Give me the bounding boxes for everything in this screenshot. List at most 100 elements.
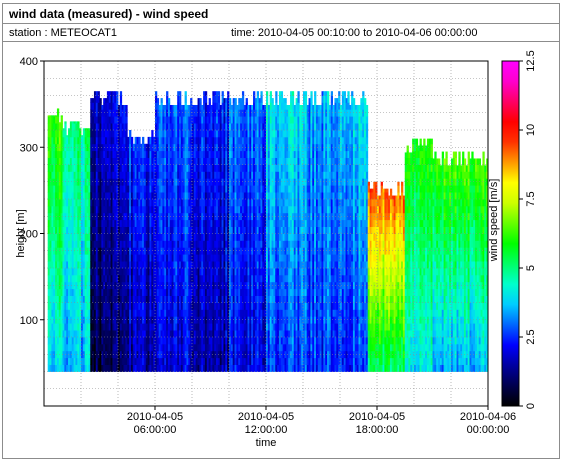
- heatmap-cell: [84, 226, 87, 234]
- heatmap-cell: [230, 357, 234, 365]
- heatmap-cell: [97, 171, 100, 179]
- heatmap-cell: [108, 364, 111, 372]
- heatmap-cell: [167, 164, 171, 172]
- heatmap-cell: [269, 350, 272, 359]
- heatmap-cell: [68, 350, 71, 359]
- heatmap-cell: [86, 323, 89, 331]
- heatmap-cell: [177, 274, 180, 283]
- heatmap-cell: [199, 274, 202, 283]
- heatmap-cell: [210, 178, 213, 186]
- heatmap-cell: [217, 226, 221, 234]
- heatmap-cell: [210, 240, 213, 248]
- heatmap-cell: [68, 164, 71, 172]
- heatmap-cell: [234, 302, 237, 310]
- heatmap-cell: [99, 274, 102, 283]
- heatmap-cell: [264, 205, 267, 214]
- heatmap-cell: [118, 192, 121, 200]
- heatmap-cell: [284, 171, 287, 179]
- heatmap-cell: [95, 123, 99, 131]
- heatmap-cell: [90, 357, 93, 365]
- heatmap-cell: [92, 136, 95, 145]
- heatmap-cell: [204, 268, 208, 276]
- heatmap-cell: [127, 157, 130, 165]
- heatmap-cell: [82, 337, 86, 345]
- heatmap-cell: [267, 240, 271, 248]
- heatmap-cell: [253, 157, 256, 165]
- heatmap-cell: [278, 281, 282, 290]
- heatmap-cell: [116, 109, 119, 117]
- heatmap-cell: [171, 295, 174, 303]
- heatmap-cell: [164, 254, 167, 262]
- heatmap-cell: [110, 130, 113, 138]
- heatmap-cell: [167, 254, 171, 262]
- heatmap-cell: [149, 309, 152, 317]
- heatmap-cell: [221, 364, 224, 372]
- heatmap-cell: [212, 157, 215, 165]
- heatmap-cell: [217, 323, 221, 331]
- heatmap-cell: [73, 295, 76, 303]
- heatmap-cell: [216, 130, 219, 138]
- heatmap-cell: [162, 316, 165, 324]
- heatmap-cell: [103, 309, 106, 317]
- heatmap-cell: [254, 192, 258, 200]
- heatmap-cell: [219, 337, 222, 345]
- heatmap-cell: [223, 130, 226, 138]
- heatmap-cell: [145, 192, 148, 200]
- heatmap-cell: [188, 143, 191, 152]
- heatmap-cell: [238, 268, 241, 276]
- heatmap-cell: [108, 316, 111, 324]
- heatmap-cell: [201, 116, 204, 124]
- heatmap-cell: [143, 316, 147, 324]
- heatmap-cell: [238, 364, 241, 372]
- heatmap-cell: [69, 240, 73, 248]
- heatmap-cell: [108, 254, 111, 262]
- heatmap-cell: [101, 316, 104, 324]
- heatmap-cell: [99, 136, 102, 145]
- heatmap-cell: [206, 337, 210, 345]
- heatmap-cell: [204, 357, 208, 365]
- heatmap-cell: [145, 219, 148, 227]
- heatmap-cell: [267, 192, 271, 200]
- heatmap-cell: [266, 343, 269, 352]
- heatmap-cell: [143, 157, 147, 165]
- heatmap-cell: [143, 350, 147, 359]
- heatmap-cell: [158, 309, 161, 317]
- heatmap-cell: [166, 343, 169, 352]
- heatmap-cell: [114, 288, 117, 296]
- heatmap-cell: [225, 268, 228, 276]
- heatmap-cell: [197, 136, 200, 145]
- heatmap-cell: [197, 337, 200, 345]
- heatmap-cell: [225, 130, 228, 138]
- heatmap-cell: [81, 226, 84, 234]
- heatmap-cell: [62, 261, 65, 269]
- heatmap-cell: [206, 330, 210, 338]
- heatmap-cell: [173, 219, 176, 227]
- heatmap-cell: [155, 123, 158, 131]
- heatmap-cell: [180, 185, 184, 193]
- heatmap-cell: [186, 157, 189, 165]
- heatmap-cell: [203, 261, 206, 269]
- heatmap-cell: [216, 261, 219, 269]
- heatmap-cell: [123, 171, 126, 179]
- heatmap-cell: [53, 247, 56, 255]
- heatmap-cell: [73, 364, 76, 372]
- heatmap-cell: [219, 240, 222, 248]
- heatmap-cell: [195, 205, 198, 214]
- heatmap-cell: [190, 268, 193, 276]
- heatmap-cell: [214, 337, 217, 345]
- heatmap-cell: [180, 226, 184, 234]
- heatmap-cell: [58, 130, 62, 138]
- heatmap-cell: [156, 261, 160, 269]
- heatmap-cell: [164, 261, 167, 269]
- heatmap-cell: [193, 104, 197, 110]
- heatmap-cell: [203, 150, 206, 158]
- heatmap-cell: [86, 281, 89, 290]
- heatmap-cell: [95, 91, 99, 96]
- heatmap-cell: [108, 309, 111, 317]
- heatmap-cell: [206, 150, 210, 158]
- heatmap-cell: [275, 199, 278, 207]
- heatmap-cell: [201, 171, 204, 179]
- heatmap-cell: [195, 226, 198, 234]
- heatmap-cell: [253, 102, 256, 110]
- heatmap-cell: [188, 192, 191, 200]
